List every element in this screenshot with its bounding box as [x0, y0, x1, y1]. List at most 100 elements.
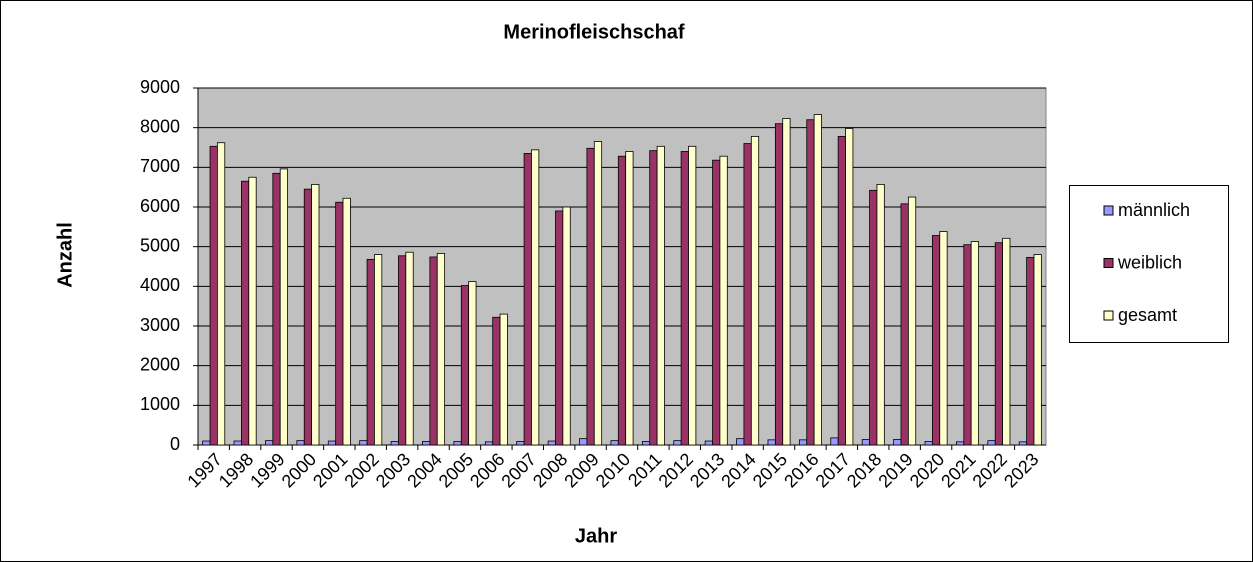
legend-swatch	[1103, 310, 1114, 321]
bar	[327, 440, 337, 446]
bar	[1018, 441, 1028, 446]
bar	[272, 172, 281, 446]
bar	[688, 145, 697, 446]
y-axis-label: Anzahl	[54, 222, 76, 288]
bar	[555, 210, 564, 446]
bar	[422, 441, 431, 446]
bar	[830, 437, 839, 446]
bar	[1002, 237, 1011, 446]
y-tick-label: 3000	[140, 315, 180, 335]
bar	[241, 180, 250, 446]
x-axis-label: Jahr	[575, 525, 617, 547]
bar	[656, 145, 665, 446]
y-tick-label: 0	[170, 434, 180, 454]
bar	[900, 203, 909, 446]
bar	[704, 440, 713, 446]
bar	[869, 189, 878, 446]
bar	[265, 440, 274, 446]
bar	[216, 142, 226, 446]
y-tick-label: 9000	[140, 77, 180, 97]
bar	[617, 155, 627, 446]
y-tick-label: 1000	[140, 394, 180, 414]
y-tick-label: 2000	[140, 354, 180, 374]
bar	[1026, 256, 1035, 446]
bar	[279, 168, 288, 446]
bar	[970, 241, 979, 446]
bar	[680, 151, 689, 446]
bar	[523, 153, 532, 446]
bar	[924, 441, 933, 446]
chart-title: Merinofleischschaf	[503, 21, 685, 43]
bar	[774, 123, 784, 446]
bar	[405, 251, 414, 446]
bar	[798, 439, 808, 446]
bar	[1033, 254, 1042, 446]
bar	[782, 118, 791, 446]
bar	[750, 135, 760, 446]
bar	[907, 196, 917, 446]
bar	[625, 151, 634, 446]
bar	[837, 135, 846, 446]
bar	[342, 197, 351, 446]
legend-swatch	[1103, 205, 1114, 216]
bar	[531, 149, 540, 446]
bar	[610, 440, 619, 446]
bar	[547, 440, 556, 446]
bar	[484, 441, 494, 446]
bar	[248, 176, 257, 446]
bar	[767, 439, 776, 446]
bar	[233, 440, 242, 446]
bar	[861, 439, 870, 446]
bar	[468, 281, 477, 446]
bar	[516, 441, 525, 446]
legend-label: gesamt	[1118, 305, 1177, 325]
bar	[845, 128, 854, 446]
bar	[366, 258, 375, 446]
bar	[429, 256, 438, 446]
bar	[649, 150, 658, 446]
bar	[712, 159, 721, 446]
bar	[893, 439, 902, 446]
bar	[813, 114, 822, 446]
bar	[586, 147, 595, 446]
bar	[499, 313, 508, 446]
bar	[876, 183, 885, 446]
bar	[963, 244, 972, 446]
bar	[994, 242, 1003, 446]
bar	[374, 254, 383, 446]
bar	[209, 145, 218, 446]
y-tick-label: 4000	[140, 275, 180, 295]
bar	[390, 441, 399, 446]
bar	[931, 235, 941, 446]
bar	[641, 441, 651, 446]
bar	[579, 438, 588, 446]
bar	[303, 188, 313, 446]
bar	[673, 440, 682, 446]
bar	[335, 201, 344, 446]
bar	[743, 143, 752, 446]
y-tick-label: 8000	[140, 116, 180, 136]
bar	[311, 183, 320, 446]
bar	[956, 441, 965, 446]
bar	[460, 285, 470, 446]
bar	[202, 440, 211, 446]
bar	[719, 155, 728, 446]
bar	[806, 119, 815, 446]
bar	[593, 141, 603, 446]
bar	[436, 253, 446, 446]
bar	[492, 316, 501, 446]
bar	[562, 206, 571, 446]
bar	[359, 440, 368, 446]
legend-swatch	[1103, 258, 1114, 268]
legend	[1069, 185, 1229, 343]
bar	[939, 231, 948, 446]
y-tick-label: 5000	[140, 235, 180, 255]
legend-label: männlich	[1118, 200, 1190, 220]
bar	[296, 440, 305, 446]
y-tick-label: 7000	[140, 156, 180, 176]
bar	[987, 440, 996, 446]
legend-label: weiblich	[1117, 252, 1182, 272]
bar	[453, 441, 462, 446]
bar	[398, 255, 407, 446]
